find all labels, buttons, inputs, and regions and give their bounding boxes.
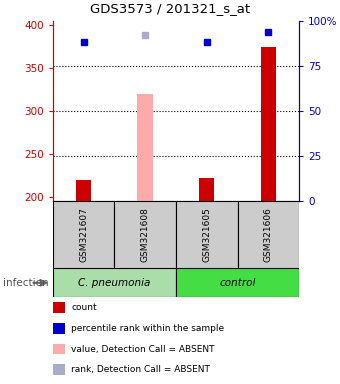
Text: GSM321608: GSM321608	[141, 207, 150, 262]
Bar	[261, 46, 276, 201]
Bar	[53, 268, 176, 297]
Bar	[176, 268, 299, 297]
Text: GDS3573 / 201321_s_at: GDS3573 / 201321_s_at	[90, 2, 250, 15]
Text: rank, Detection Call = ABSENT: rank, Detection Call = ABSENT	[71, 365, 210, 374]
Text: C. pneumonia: C. pneumonia	[78, 278, 151, 288]
Text: count: count	[71, 303, 97, 312]
Bar	[238, 201, 299, 268]
Bar	[76, 180, 91, 201]
Bar	[199, 178, 215, 201]
Text: percentile rank within the sample: percentile rank within the sample	[71, 324, 224, 333]
Bar	[53, 201, 114, 268]
Bar	[114, 201, 176, 268]
Bar	[176, 201, 238, 268]
Text: GSM321606: GSM321606	[264, 207, 273, 262]
Bar	[137, 94, 153, 201]
Text: value, Detection Call = ABSENT: value, Detection Call = ABSENT	[71, 344, 215, 354]
Text: GSM321607: GSM321607	[79, 207, 88, 262]
Text: control: control	[219, 278, 256, 288]
Text: GSM321605: GSM321605	[202, 207, 211, 262]
Text: infection: infection	[3, 278, 49, 288]
